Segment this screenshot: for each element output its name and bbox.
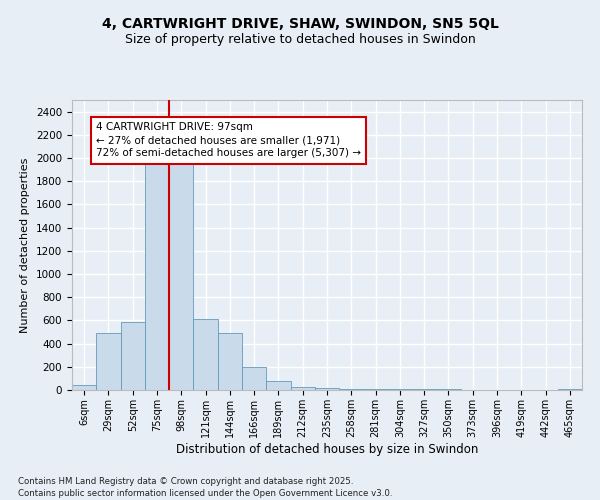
Bar [96,332,121,390]
Bar [145,162,169,390]
Bar [121,322,145,390]
Y-axis label: Number of detached properties: Number of detached properties [20,158,31,332]
Text: Size of property relative to detached houses in Swindon: Size of property relative to detached ho… [125,32,475,46]
Text: 4 CARTWRIGHT DRIVE: 97sqm
← 27% of detached houses are smaller (1,971)
72% of se: 4 CARTWRIGHT DRIVE: 97sqm ← 27% of detac… [96,122,361,158]
Bar [218,333,242,390]
Bar [266,382,290,390]
Bar [388,389,412,390]
Bar [242,368,266,390]
Bar [315,388,339,390]
Text: 4, CARTWRIGHT DRIVE, SHAW, SWINDON, SN5 5QL: 4, CARTWRIGHT DRIVE, SHAW, SWINDON, SN5 … [101,18,499,32]
Text: Contains HM Land Registry data © Crown copyright and database right 2025.
Contai: Contains HM Land Registry data © Crown c… [18,476,392,498]
Bar [169,164,193,390]
Bar [364,389,388,390]
Bar [290,386,315,390]
Bar [193,318,218,390]
Bar [72,385,96,390]
X-axis label: Distribution of detached houses by size in Swindon: Distribution of detached houses by size … [176,442,478,456]
Bar [339,388,364,390]
